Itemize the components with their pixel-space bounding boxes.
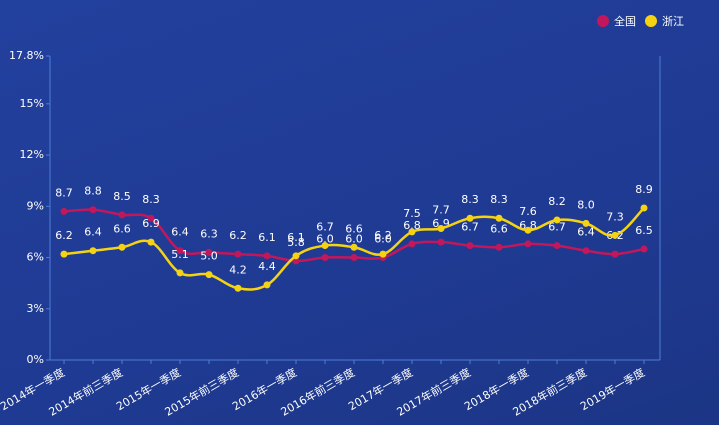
data-point xyxy=(640,245,648,253)
data-label: 6.0 xyxy=(374,233,392,246)
data-point xyxy=(437,238,445,246)
data-point xyxy=(553,242,561,250)
data-label: 6.7 xyxy=(548,221,566,234)
data-label: 8.3 xyxy=(142,193,160,206)
data-label: 8.7 xyxy=(55,186,73,199)
data-label: 8.0 xyxy=(577,198,595,211)
data-label: 6.1 xyxy=(258,231,276,244)
legend-label: 全国 xyxy=(614,14,636,28)
data-label: 6.8 xyxy=(403,219,421,232)
data-point xyxy=(379,250,387,258)
data-point xyxy=(466,214,474,222)
data-label: 6.0 xyxy=(316,233,334,246)
data-label: 8.3 xyxy=(461,193,479,206)
legend-label: 浙江 xyxy=(662,15,684,28)
data-point xyxy=(263,252,271,260)
data-label: 8.3 xyxy=(490,193,508,206)
legend-marker xyxy=(597,15,609,27)
legend-marker xyxy=(645,15,657,27)
data-label: 7.3 xyxy=(606,210,624,223)
data-point xyxy=(611,231,619,239)
data-point xyxy=(118,243,126,251)
data-point xyxy=(640,204,648,212)
data-point xyxy=(176,247,184,255)
data-point xyxy=(321,254,329,262)
data-point xyxy=(611,250,619,258)
y-tick-label: 0% xyxy=(27,353,44,366)
data-label: 7.7 xyxy=(432,203,450,216)
data-label: 6.7 xyxy=(316,221,334,234)
data-label: 7.5 xyxy=(403,207,421,220)
data-label: 8.2 xyxy=(548,195,566,208)
data-label: 5.0 xyxy=(200,250,218,263)
data-label: 4.2 xyxy=(229,263,247,276)
x-tick-label: 2019年一季度 xyxy=(578,365,647,413)
data-point xyxy=(350,254,358,262)
data-point xyxy=(408,240,416,248)
data-point xyxy=(350,243,358,251)
data-label: 6.2 xyxy=(374,229,392,242)
data-label: 8.5 xyxy=(113,190,131,203)
data-point xyxy=(553,216,561,224)
data-label: 6.4 xyxy=(84,226,102,239)
data-label: 7.6 xyxy=(519,205,537,218)
data-label: 6.4 xyxy=(171,226,189,239)
y-tick-label: 17.8% xyxy=(9,49,44,62)
data-point xyxy=(408,228,416,236)
data-point xyxy=(524,240,532,248)
data-point xyxy=(147,238,155,246)
data-point xyxy=(234,250,242,258)
data-label: 8.9 xyxy=(635,183,653,196)
data-label: 6.6 xyxy=(490,222,508,235)
data-label: 5.8 xyxy=(287,236,305,249)
data-label: 6.5 xyxy=(635,224,653,237)
data-point xyxy=(466,242,474,250)
data-label: 6.1 xyxy=(287,231,305,244)
y-tick-label: 9% xyxy=(27,199,44,212)
y-tick-label: 15% xyxy=(20,97,44,110)
data-label: 5.1 xyxy=(171,248,189,261)
data-point xyxy=(263,281,271,289)
data-label: 6.6 xyxy=(345,222,363,235)
data-label: 6.2 xyxy=(55,229,73,242)
data-label: 4.4 xyxy=(258,260,276,273)
data-point xyxy=(582,247,590,255)
data-point xyxy=(60,250,68,258)
data-point xyxy=(89,247,97,255)
data-label: 6.7 xyxy=(461,221,479,234)
data-point xyxy=(495,243,503,251)
data-point xyxy=(582,219,590,227)
data-label: 6.3 xyxy=(200,227,218,240)
data-point xyxy=(118,211,126,219)
y-tick-label: 6% xyxy=(27,251,44,264)
data-point xyxy=(292,252,300,260)
data-label: 8.8 xyxy=(84,185,102,198)
y-tick-label: 12% xyxy=(20,148,44,161)
data-point xyxy=(321,242,329,250)
data-label: 6.0 xyxy=(345,233,363,246)
data-point xyxy=(524,226,532,234)
data-label: 6.9 xyxy=(142,217,160,230)
data-point xyxy=(176,269,184,277)
data-point xyxy=(205,271,213,279)
data-point xyxy=(147,214,155,222)
data-point xyxy=(89,206,97,214)
data-point xyxy=(60,207,68,215)
data-point xyxy=(495,214,503,222)
data-point xyxy=(437,224,445,232)
data-point xyxy=(205,248,213,256)
data-label: 6.4 xyxy=(577,226,595,239)
data-label: 6.2 xyxy=(229,229,247,242)
data-point xyxy=(292,257,300,265)
data-label: 6.6 xyxy=(113,222,131,235)
y-tick-label: 3% xyxy=(27,302,44,315)
data-point xyxy=(234,284,242,292)
